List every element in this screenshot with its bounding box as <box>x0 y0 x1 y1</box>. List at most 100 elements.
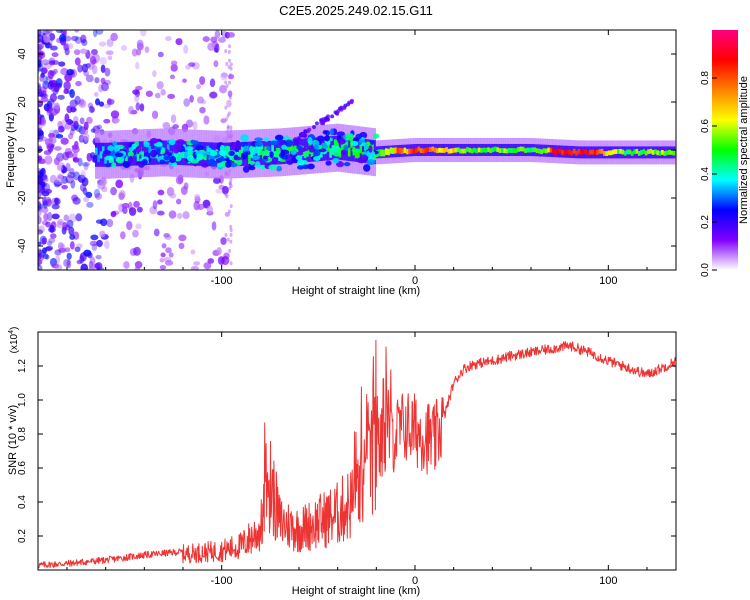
spectrogram-noise-cell <box>96 239 103 248</box>
spectrogram-noise-cell <box>57 120 63 130</box>
spectrogram-core-cell <box>663 151 666 156</box>
spectrogram-noise-cell <box>228 95 232 100</box>
spectrogram-core-cell <box>101 146 105 154</box>
spectrogram-noise-cell <box>48 33 56 41</box>
snr-y-tick-label: 0.6 <box>17 461 28 475</box>
spectrogram-blob-cell <box>302 147 309 152</box>
spectrogram-core-cell <box>521 146 525 152</box>
spectrogram-noise-cell <box>189 94 194 103</box>
spectrogram-core-cell <box>526 147 530 153</box>
spectrogram-noise-cell <box>202 36 210 43</box>
spectrogram-blob-cell <box>131 143 137 150</box>
spectrogram-noise-cell <box>64 247 71 253</box>
spectrogram-noise-cell <box>55 134 64 139</box>
spectrogram-noise-cell <box>45 221 51 228</box>
spectrogram-noise-cell <box>59 33 67 42</box>
spectrogram-blob-cell <box>284 139 293 147</box>
spectrogram-noise-cell <box>224 49 228 54</box>
spectrogram-noise-cell <box>38 98 43 105</box>
spectrogram-noise-cell <box>165 36 172 42</box>
spectrogram-blob-cell <box>171 162 178 167</box>
spectrogram-noise-cell <box>95 30 104 35</box>
spectrogram-noise-cell <box>110 186 117 196</box>
spectrogram-blob-cell <box>336 131 345 137</box>
spectrogram-blob-cell <box>303 133 308 138</box>
spectrogram-core-cell <box>264 146 267 157</box>
spectrogram-noise-cell <box>72 157 80 163</box>
spectrogram-blob-cell <box>196 153 204 161</box>
spectrogram-blob-cell <box>219 144 225 153</box>
spectrogram-blob-cell <box>366 159 376 166</box>
spectrogram-blob-cell <box>128 155 134 164</box>
spectrogram-noise-cell <box>229 204 233 209</box>
spectrogram-noise-cell <box>225 61 229 66</box>
spectrogram-noise-cell <box>139 103 145 112</box>
spectrogram-noise-cell <box>75 80 82 87</box>
spectrogram-noise-cell <box>185 64 191 70</box>
spectrogram-noise-cell <box>89 240 98 247</box>
spectrogram-noise-cell <box>51 213 60 220</box>
spectrogram-noise-cell <box>159 264 167 270</box>
spectrogram-core-cell <box>623 150 627 156</box>
spectrogram-core-cell <box>482 147 486 153</box>
spectrogram-blob-cell <box>187 147 193 155</box>
spectrogram-noise-cell <box>185 119 194 128</box>
spectrogram-noise-cell <box>167 93 176 99</box>
spectrogram-core-cell <box>665 150 669 156</box>
snr-x-ticks: -100 0 100 <box>66 332 648 587</box>
colorbar-label: Normalized spectral amplitude <box>738 76 750 224</box>
snr-y-tick-label: 0.4 <box>17 495 28 509</box>
spectrogram-noise-cell <box>92 30 98 38</box>
spectrogram-core-cell <box>517 147 520 152</box>
spectrogram-noise-cell <box>228 58 232 63</box>
spectrogram-noise-cell <box>227 32 236 38</box>
spectrogram-blob-cell <box>358 139 366 144</box>
spectrogram-core-cell <box>426 147 430 153</box>
spectrogram-blob-cell <box>301 164 310 169</box>
spectrogram-halo-cell <box>361 138 365 163</box>
spectrogram-core-cell <box>570 150 574 156</box>
spectrogram-noise-cell <box>220 118 227 124</box>
spectrogram-noise-cell <box>98 41 107 47</box>
spectrogram-noise-cell <box>170 64 178 72</box>
spectrogram-noise-cell <box>38 200 41 206</box>
spectrogram-noise-cell <box>123 261 130 269</box>
spectrogram-blob-cell <box>229 141 236 148</box>
spectrogram-core-cell <box>241 143 244 153</box>
spectrogram-blob-cell <box>349 100 354 105</box>
spectrogram-noise-cell <box>38 170 44 179</box>
spectrogram-core-cell <box>586 151 590 156</box>
spectrogram-noise-cell <box>91 243 98 251</box>
spectrogram-noise-cell <box>99 230 106 238</box>
snr-y-tick-label: 0.2 <box>17 529 28 543</box>
spectrogram-core-cell <box>148 145 151 154</box>
spectrogram-core-cell <box>340 141 344 151</box>
spectrogram-blob-cell <box>324 116 329 121</box>
spectrogram-core-cell <box>466 147 469 152</box>
spectrogram-noise-cell <box>70 106 77 113</box>
spectrogram-noise-cell <box>101 82 109 92</box>
spectrogram-noise-cell <box>103 103 111 109</box>
spectrogram-core-cell <box>661 150 664 155</box>
spectrogram-noise-cell <box>63 214 69 222</box>
spectrogram-blob-cell <box>243 151 249 157</box>
spectrogram-noise <box>38 30 236 270</box>
spectrogram-noise-cell <box>81 162 90 167</box>
spectrogram-y-ticks: -40 -20 0 20 40 <box>17 48 676 253</box>
spectrogram-blob-cell <box>240 134 249 142</box>
spectrogram-core-cell <box>248 154 251 165</box>
spectrogram-noise-cell <box>227 209 231 214</box>
spectrogram-noise-cell <box>57 221 64 229</box>
spectrogram-noise-cell <box>93 188 101 198</box>
spectrogram-core-cell <box>125 155 128 163</box>
spectrogram-blob-cell <box>308 147 315 153</box>
spectrogram-blob-cell <box>296 137 301 142</box>
spectrogram-core-cell <box>542 148 546 154</box>
spectrogram-core-cell <box>475 148 479 154</box>
spectrogram-noise-cell <box>51 203 60 210</box>
spectrogram-noise-cell <box>183 98 191 107</box>
spectrogram-noise-cell <box>209 91 218 99</box>
spectrogram-core-cell <box>329 148 332 158</box>
spectrogram-noise-cell <box>72 197 81 205</box>
spectrogram-blob-cell <box>368 145 373 153</box>
